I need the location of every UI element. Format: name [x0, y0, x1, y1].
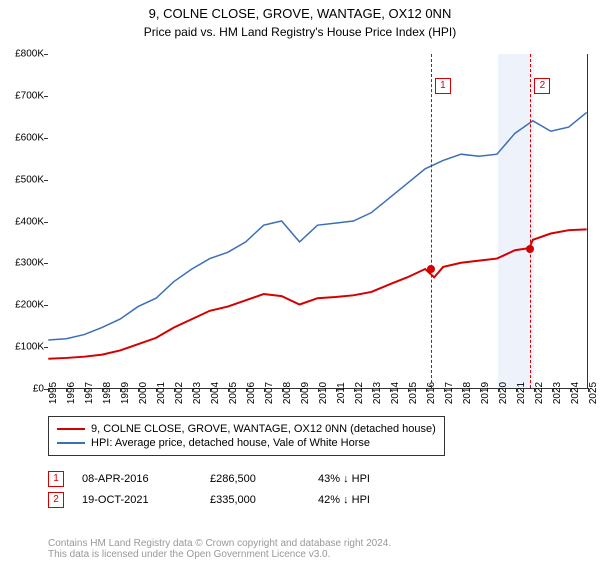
- x-axis-label: 2012: [354, 382, 365, 404]
- x-axis-label: 2017: [444, 382, 455, 404]
- x-axis-label: 2002: [174, 382, 185, 404]
- series-hpi: [48, 112, 586, 340]
- series-property: [48, 229, 586, 358]
- x-axis-label: 2003: [192, 382, 203, 404]
- x-axis-label: 2006: [246, 382, 257, 404]
- legend-item: HPI: Average price, detached house, Vale…: [57, 437, 436, 449]
- x-axis-label: 2023: [552, 382, 563, 404]
- event-marker: 2: [534, 78, 550, 94]
- price-chart: £0£100K£200K£300K£400K£500K£600K£700K£80…: [48, 54, 588, 389]
- x-axis-label: 2021: [516, 382, 527, 404]
- x-axis-label: 2001: [156, 382, 167, 404]
- legend-item: 9, COLNE CLOSE, GROVE, WANTAGE, OX12 0NN…: [57, 423, 436, 435]
- chart-lines: [48, 54, 587, 388]
- x-axis-label: 2018: [462, 382, 473, 404]
- y-axis-label: £100K: [4, 342, 44, 353]
- y-axis-label: £300K: [4, 258, 44, 269]
- event-line: [530, 54, 531, 388]
- y-axis-label: £400K: [4, 216, 44, 227]
- x-axis-label: 1996: [66, 382, 77, 404]
- event-row: 108-APR-2016£286,50043% ↓ HPI: [48, 471, 370, 487]
- chart-title: 9, COLNE CLOSE, GROVE, WANTAGE, OX12 0NN: [0, 6, 600, 21]
- y-axis-label: £800K: [4, 49, 44, 60]
- event-marker: 1: [435, 78, 451, 94]
- x-axis-label: 1998: [102, 382, 113, 404]
- footer-line-2: This data is licensed under the Open Gov…: [48, 549, 391, 560]
- event-row: 219-OCT-2021£335,00042% ↓ HPI: [48, 492, 370, 508]
- y-axis-label: £200K: [4, 300, 44, 311]
- footer-line-1: Contains HM Land Registry data © Crown c…: [48, 538, 391, 549]
- x-axis-label: 1999: [120, 382, 131, 404]
- x-axis-label: 2005: [228, 382, 239, 404]
- y-axis-label: £0: [4, 384, 44, 395]
- x-axis-label: 2008: [282, 382, 293, 404]
- event-dot: [526, 245, 534, 253]
- x-axis-label: 2014: [390, 382, 401, 404]
- x-axis-label: 2004: [210, 382, 221, 404]
- x-axis-label: 2011: [336, 382, 347, 404]
- x-axis-label: 2024: [570, 382, 581, 404]
- y-axis-label: £700K: [4, 90, 44, 101]
- x-axis-label: 2022: [534, 382, 545, 404]
- chart-subtitle: Price paid vs. HM Land Registry's House …: [0, 25, 600, 39]
- legend: 9, COLNE CLOSE, GROVE, WANTAGE, OX12 0NN…: [48, 416, 445, 456]
- x-axis-label: 2025: [588, 382, 599, 404]
- x-axis-label: 2000: [138, 382, 149, 404]
- x-axis-label: 1995: [48, 382, 59, 404]
- x-axis-label: 2015: [408, 382, 419, 404]
- x-axis-label: 2009: [300, 382, 311, 404]
- x-axis-label: 2007: [264, 382, 275, 404]
- y-axis-label: £500K: [4, 174, 44, 185]
- event-line: [431, 54, 432, 388]
- footer: Contains HM Land Registry data © Crown c…: [48, 538, 391, 560]
- events-table: 108-APR-2016£286,50043% ↓ HPI 219-OCT-202…: [48, 466, 370, 513]
- x-axis-label: 2020: [498, 382, 509, 404]
- event-dot: [427, 265, 435, 273]
- x-axis-label: 2019: [480, 382, 491, 404]
- x-axis-label: 1997: [84, 382, 95, 404]
- x-axis-label: 2013: [372, 382, 383, 404]
- y-axis-label: £600K: [4, 132, 44, 143]
- x-axis-label: 2010: [318, 382, 329, 404]
